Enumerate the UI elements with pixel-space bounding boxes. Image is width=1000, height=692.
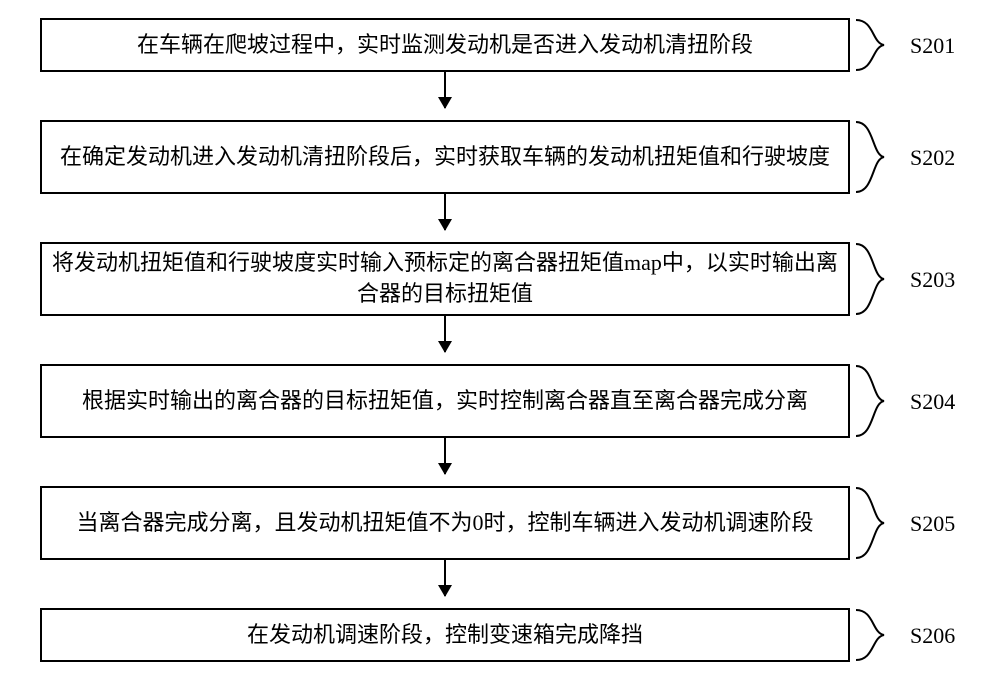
step-label: S203	[910, 267, 955, 293]
step-label: S204	[910, 389, 955, 415]
brace-icon	[856, 242, 898, 316]
step-text: 在发动机调速阶段，控制变速箱完成降挡	[247, 620, 643, 651]
step-label: S205	[910, 511, 955, 537]
flowchart-step: 在确定发动机进入发动机清扭阶段后，实时获取车辆的发动机扭矩值和行驶坡度	[40, 120, 850, 194]
brace-icon	[856, 120, 898, 194]
flowchart-step: 在发动机调速阶段，控制变速箱完成降挡	[40, 608, 850, 662]
step-text: 在车辆在爬坡过程中，实时监测发动机是否进入发动机清扭阶段	[137, 30, 753, 61]
arrow-down-icon	[444, 72, 446, 108]
step-text: 将发动机扭矩值和行驶坡度实时输入预标定的离合器扭矩值map中，以实时输出离合器的…	[52, 248, 838, 310]
flowchart-step: 当离合器完成分离，且发动机扭矩值不为0时，控制车辆进入发动机调速阶段	[40, 486, 850, 560]
brace-icon	[856, 486, 898, 560]
brace-icon	[856, 18, 898, 72]
arrow-down-icon	[444, 438, 446, 474]
step-label: S206	[910, 623, 955, 649]
step-text: 当离合器完成分离，且发动机扭矩值不为0时，控制车辆进入发动机调速阶段	[76, 508, 813, 539]
brace-icon	[856, 364, 898, 438]
arrow-down-icon	[444, 194, 446, 230]
step-text: 在确定发动机进入发动机清扭阶段后，实时获取车辆的发动机扭矩值和行驶坡度	[60, 142, 830, 173]
flowchart-step: 将发动机扭矩值和行驶坡度实时输入预标定的离合器扭矩值map中，以实时输出离合器的…	[40, 242, 850, 316]
brace-icon	[856, 608, 898, 662]
step-label: S201	[910, 33, 955, 59]
step-text: 根据实时输出的离合器的目标扭矩值，实时控制离合器直至离合器完成分离	[82, 386, 808, 417]
arrow-down-icon	[444, 560, 446, 596]
arrow-down-icon	[444, 316, 446, 352]
flowchart-step: 在车辆在爬坡过程中，实时监测发动机是否进入发动机清扭阶段	[40, 18, 850, 72]
flowchart-step: 根据实时输出的离合器的目标扭矩值，实时控制离合器直至离合器完成分离	[40, 364, 850, 438]
step-label: S202	[910, 145, 955, 171]
